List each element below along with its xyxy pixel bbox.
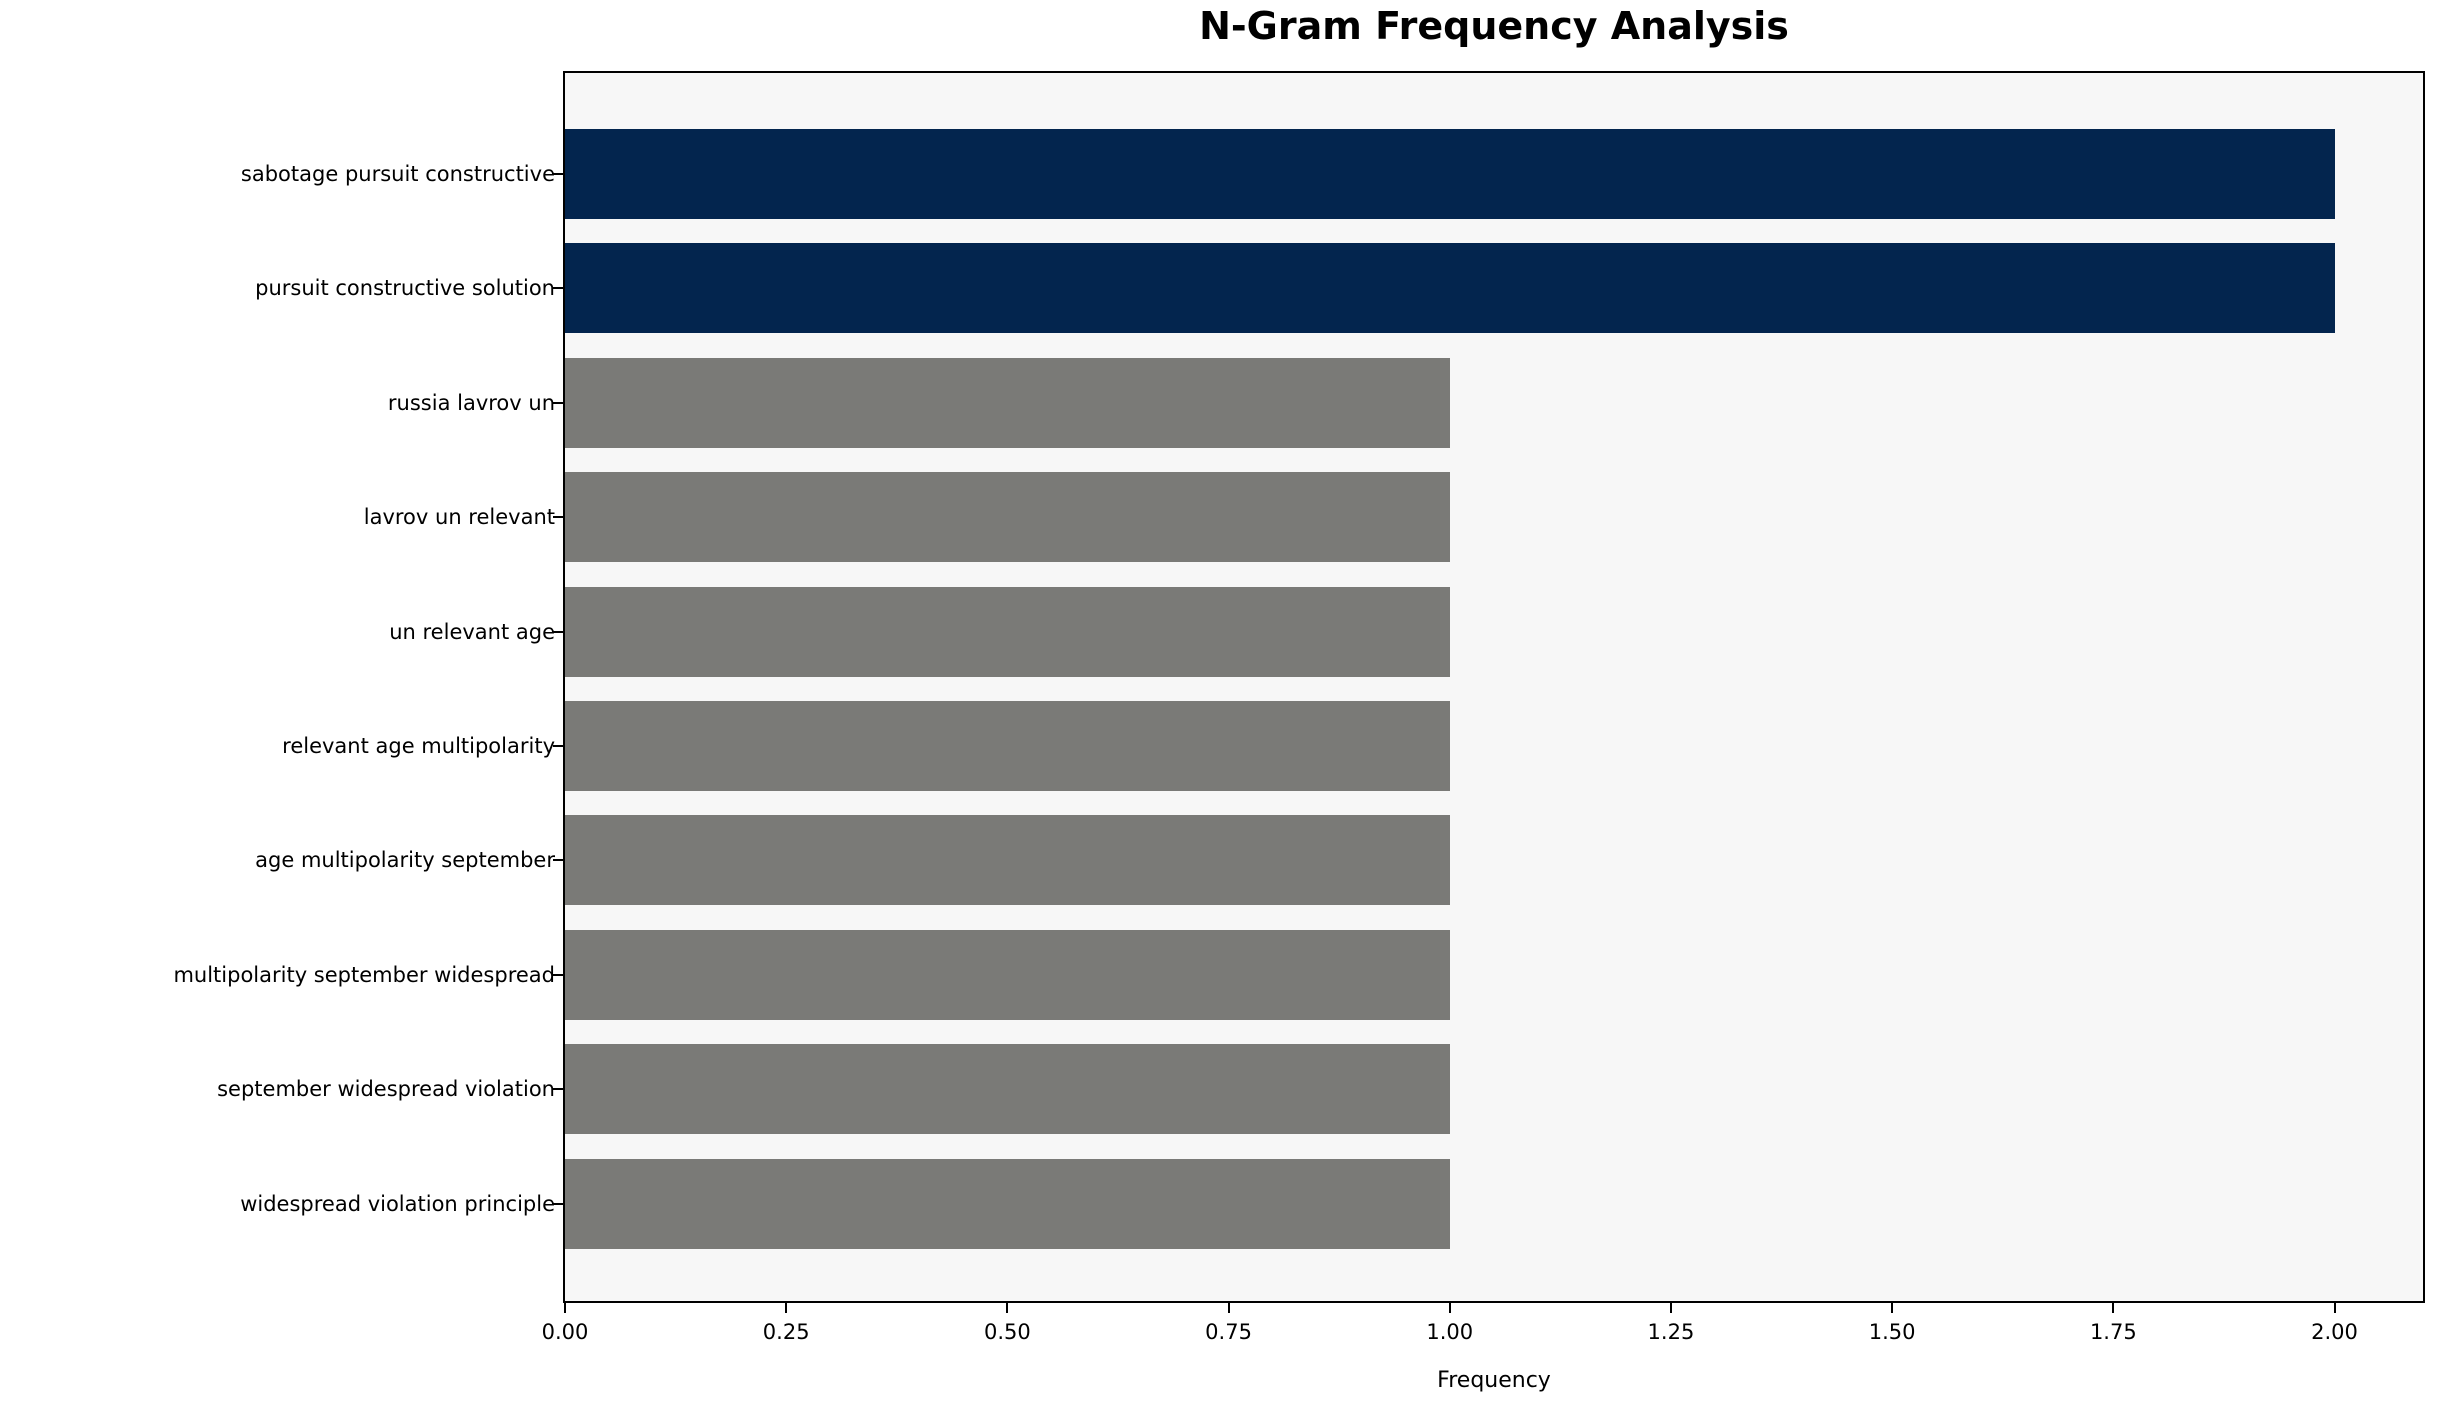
y-tick-label: age multipolarity september [255,848,555,873]
bar-september-widespread-violation [565,1044,1450,1135]
plot-area [563,71,2425,1303]
y-tick-label: lavrov un relevant [363,505,555,530]
x-tick-label: 1.75 [2089,1320,2137,1344]
x-tick-mark [564,1303,566,1313]
bar-sabotage-pursuit-constructive [565,129,2335,219]
y-tick-label: widespread violation principle [240,1191,555,1216]
y-tick-label: relevant age multipolarity [282,734,555,758]
x-tick-label: 0.75 [1205,1320,1252,1344]
y-tick-mark [553,973,563,976]
bar-lavrov-un-relevant [565,472,1450,563]
x-tick-mark [2112,1303,2115,1313]
x-tick-label: 0.50 [983,1320,1031,1344]
x-tick-label: 2.00 [2311,1320,2358,1344]
x-axis-title: Frequency [1437,1368,1551,1393]
x-tick-mark [1669,1303,1672,1313]
y-tick-mark [553,859,563,862]
x-tick-label: 1.50 [1868,1320,1916,1344]
y-tick-mark [553,401,563,404]
x-tick-label: 0.25 [762,1320,810,1344]
y-tick-mark [553,745,563,747]
bar-un-relevant-age [565,586,1450,677]
y-tick-label: pursuit constructive solution [255,276,555,301]
y-tick-mark [553,1088,563,1091]
y-tick-label: un relevant age [389,619,555,644]
y-tick-mark [553,630,563,633]
y-tick-mark [553,287,563,290]
y-tick-label: september widespread violation [217,1077,555,1102]
chart-title: N-Gram Frequency Analysis [1199,4,1789,48]
bar-russia-lavrov-un [565,357,1450,448]
bar-age-multipolarity-september [565,815,1450,906]
x-tick-mark [1448,1303,1451,1313]
x-tick-mark [785,1303,788,1313]
x-tick-mark [1006,1303,1009,1313]
y-tick-mark [553,516,563,519]
x-tick-label: 1.25 [1647,1320,1695,1344]
x-tick-mark [2333,1303,2336,1313]
y-tick-mark [553,1202,563,1205]
y-tick-label: sabotage pursuit constructive [240,162,555,186]
y-tick-label: multipolarity september widespread [173,962,555,987]
bar-multipolarity-september-widespread [565,929,1450,1020]
x-tick-mark [1891,1303,1894,1313]
x-tick-mark [1227,1303,1230,1313]
bar-widespread-violation-principle [565,1158,1450,1249]
y-tick-mark [553,173,563,175]
bar-pursuit-constructive-solution [565,243,2335,334]
x-tick-label: 0.00 [541,1320,589,1344]
x-tick-label: 1.00 [1426,1320,1474,1344]
y-tick-label: russia lavrov un [387,390,555,415]
bar-relevant-age-multipolarity [565,701,1450,791]
